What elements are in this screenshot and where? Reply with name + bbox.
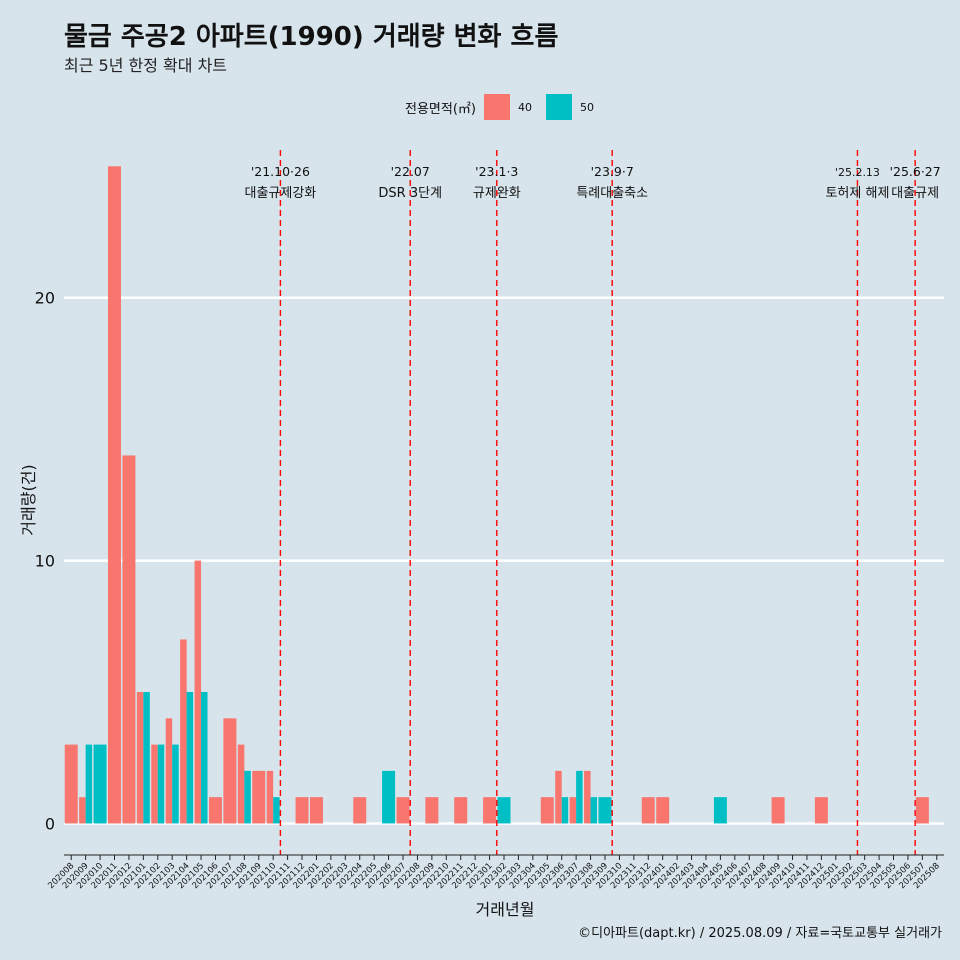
y-tick-label: 10	[35, 552, 55, 571]
bar-50-202307	[576, 770, 583, 824]
bar-40-202009	[79, 797, 86, 824]
legend: 전용면적(㎡) 40 50	[405, 93, 608, 121]
bar-50-202405	[713, 797, 727, 824]
bar-40-202102	[151, 744, 158, 824]
bar-50-202105	[201, 692, 208, 824]
event-label: 대출규제	[891, 186, 939, 201]
bar-50-202009	[85, 744, 93, 824]
bar-50-202309	[598, 797, 612, 824]
bar-40-202204	[353, 797, 367, 824]
bar-40-202211	[454, 797, 468, 824]
bar-40-202107	[223, 718, 237, 824]
event-label: DSR 3단계	[378, 186, 442, 201]
bars	[64, 166, 929, 824]
bar-40-202209	[425, 797, 439, 824]
bar-50-202102	[157, 744, 165, 824]
bar-40-202312	[641, 797, 655, 824]
bar-40-202308	[584, 770, 591, 824]
footer-credit: ©디아파트(dapt.kr) / 2025.08.09 / 자료=국토교통부 실…	[578, 926, 942, 941]
bar-40-202301	[483, 797, 497, 824]
bar-40-202305	[540, 797, 554, 824]
x-axis: 2020082020092020102020112020122021012021…	[46, 854, 944, 891]
bar-50-202306	[561, 797, 569, 824]
event-date: '25.6·27	[890, 164, 941, 179]
bar-40-202104	[180, 639, 187, 824]
bar-40-202008	[64, 744, 78, 824]
bar-40-202412	[814, 797, 828, 824]
bar-50-202110	[273, 797, 280, 824]
event-label: 토허제 해제	[825, 186, 889, 201]
event-date: '21.10·26	[251, 164, 310, 179]
bar-40-202306	[555, 770, 562, 824]
bar-40-202207	[396, 797, 410, 824]
bar-40-202110	[266, 770, 274, 824]
bar-40-202109	[252, 770, 266, 824]
bar-40-202105	[194, 560, 202, 824]
bar-40-202409	[771, 797, 785, 824]
bar-40-202307	[569, 797, 577, 824]
event-label: 특례대출축소	[576, 186, 648, 201]
bar-40-202507	[915, 797, 929, 824]
event-label: 대출규제강화	[245, 186, 317, 201]
legend-swatch-40	[483, 94, 510, 120]
bar-50-202101	[143, 692, 150, 824]
y-tick-label: 0	[45, 814, 55, 833]
x-axis-label: 거래년월	[476, 900, 535, 919]
event-date: '25.2.13	[835, 166, 880, 179]
y-tick-label: 20	[35, 289, 55, 308]
event-date: '23.9·7	[591, 164, 634, 179]
event-label: 규제완화	[473, 186, 521, 201]
bar-50-202108	[244, 770, 251, 824]
bar-40-202108	[237, 744, 245, 824]
bar-40-202012	[122, 455, 136, 824]
legend-swatch-50	[545, 94, 572, 120]
y-axis: 0 10 20	[35, 289, 55, 834]
bar-40-202112	[295, 797, 309, 824]
bar-40-202401	[656, 797, 670, 824]
bar-50-202103	[172, 744, 179, 824]
chart-title: 물금 주공2 아파트(1990) 거래량 변화 흐름	[64, 22, 559, 52]
bar-50-202206	[382, 770, 396, 824]
bar-40-202101	[136, 692, 144, 824]
bar-40-202201	[309, 797, 323, 824]
chart-subtitle: 최근 5년 한정 확대 차트	[64, 56, 228, 75]
bar-40-202106	[208, 797, 222, 824]
legend-title: 전용면적(㎡)	[405, 101, 476, 117]
bar-50-202010	[93, 744, 107, 824]
bar-50-202302	[497, 797, 511, 824]
event-date: '22.07	[391, 164, 430, 179]
bar-50-202308	[590, 797, 598, 824]
bar-50-202104	[186, 692, 194, 824]
legend-label-50: 50	[579, 100, 594, 114]
bar-40-202103	[165, 718, 173, 824]
event-markers: '21.10·26 대출규제강화 '22.07 DSR 3단계 '23.1·3 규제완화 '…	[245, 150, 941, 855]
legend-label-40: 40	[517, 100, 532, 114]
event-date: '23.1·3	[475, 164, 518, 179]
y-axis-label: 거래량(건)	[19, 464, 38, 535]
bar-40-202011	[108, 166, 121, 824]
